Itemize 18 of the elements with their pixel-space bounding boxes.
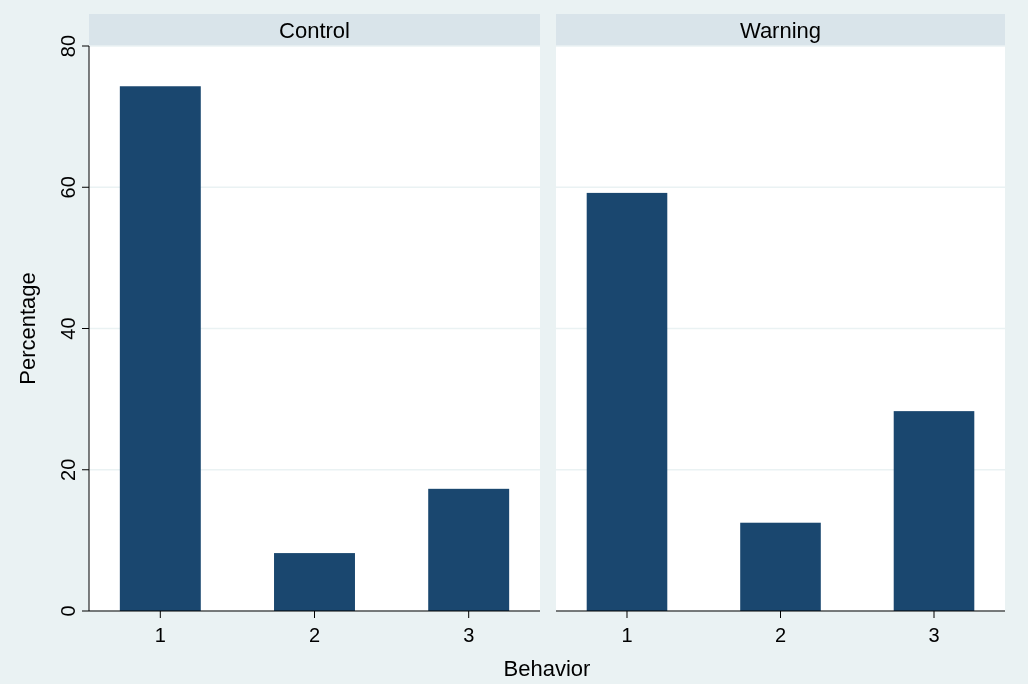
y-tick-label: 40 (57, 317, 79, 340)
x-tick-label: 1 (621, 624, 633, 646)
y-tick-label: 80 (57, 34, 79, 58)
x-tick-label: 2 (308, 624, 321, 646)
chart-title: Control (279, 18, 350, 43)
bar (119, 86, 201, 611)
y-tick-label: 0 (57, 605, 79, 617)
y-tick-label: 60 (57, 176, 79, 199)
y-tick-label: 20 (57, 458, 79, 481)
x-tick-label: 3 (928, 624, 940, 646)
bar (428, 488, 510, 611)
bar (274, 553, 355, 611)
x-axis-title: Behavior (503, 656, 591, 681)
x-tick-label: 3 (463, 624, 475, 646)
x-tick-label: 1 (154, 624, 166, 646)
chart-title: Warning (739, 18, 822, 43)
y-axis-title: Percentage (15, 272, 40, 385)
x-tick-label: 2 (774, 624, 787, 646)
